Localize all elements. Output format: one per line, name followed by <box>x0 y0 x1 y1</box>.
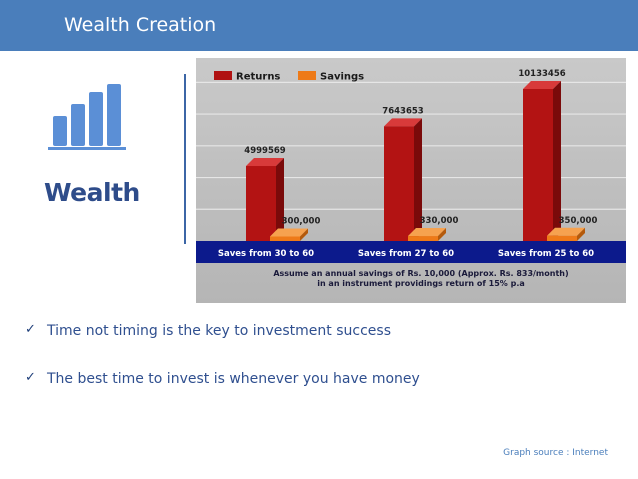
returns-bar-top <box>384 118 422 127</box>
graph-source: Graph source : Internet <box>503 448 608 458</box>
returns-bar <box>384 126 414 241</box>
savings-value-label: 350,000 <box>559 216 598 226</box>
savings-bar-side <box>438 228 446 241</box>
legend-swatch <box>214 71 232 80</box>
returns-bar-side <box>414 118 422 241</box>
checkmark-icon: ✓ <box>25 370 36 385</box>
savings-bar-top <box>408 228 446 237</box>
savings-bar <box>408 236 438 241</box>
savings-bar <box>547 235 577 241</box>
bullet-text: Time not timing is the key to investment… <box>47 323 391 339</box>
bullet-list: ✓ Time not timing is the key to investme… <box>25 322 625 418</box>
logo-label: Wealth <box>44 178 140 207</box>
returns-bar-side <box>553 80 561 241</box>
category-label: Saves from 30 to 60 <box>218 249 314 259</box>
returns-bar-top <box>246 158 284 167</box>
returns-vs-savings-chart: Returns Savings 4999569 300,000 7643653 330,… <box>196 58 626 303</box>
checkmark-icon: ✓ <box>25 322 36 337</box>
savings-value-label: 300,000 <box>282 217 321 227</box>
page-title: Wealth Creation <box>64 14 217 36</box>
bullet-text: The best time to invest is whenever you … <box>47 371 420 387</box>
returns-bar <box>523 88 553 241</box>
savings-bar-top <box>547 227 585 236</box>
returns-value-label: 10133456 <box>518 69 565 79</box>
bar-chart-icon <box>48 84 126 150</box>
category-label: Saves from 25 to 60 <box>498 249 594 259</box>
bullet-item: ✓ The best time to invest is whenever yo… <box>25 370 625 418</box>
returns-value-label: 7643653 <box>382 106 423 116</box>
header-bar: Wealth Creation <box>0 0 638 51</box>
bar-group: 4999569 300,000 7643653 330,000 10133456 350,… <box>244 69 597 241</box>
savings-bar-top <box>270 228 308 237</box>
legend-label: Returns <box>236 72 280 83</box>
category-band <box>196 241 626 263</box>
savings-bar <box>270 236 300 241</box>
savings-bar-side <box>577 227 585 241</box>
bullet-item: ✓ Time not timing is the key to investme… <box>25 322 625 370</box>
returns-bar-side <box>276 158 284 241</box>
chart-note: Assume an annual savings of Rs. 10,000 (… <box>273 269 568 288</box>
savings-value-label: 330,000 <box>420 216 459 226</box>
returns-value-label: 4999569 <box>244 146 285 156</box>
legend-label: Savings <box>320 72 364 83</box>
chart-legend: Returns Savings <box>214 71 364 83</box>
divider <box>184 74 186 244</box>
category-labels: Saves from 30 to 60 Saves from 27 to 60 Sa… <box>218 249 594 259</box>
returns-bar-top <box>523 80 561 89</box>
legend-swatch <box>298 71 316 80</box>
returns-bar <box>246 166 276 241</box>
note-line: Assume an annual savings of Rs. 10,000 (… <box>273 269 568 278</box>
category-label: Saves from 27 to 60 <box>358 249 454 259</box>
savings-bar-side <box>300 228 308 241</box>
note-line: in an instrument providings return of 15… <box>317 279 525 288</box>
